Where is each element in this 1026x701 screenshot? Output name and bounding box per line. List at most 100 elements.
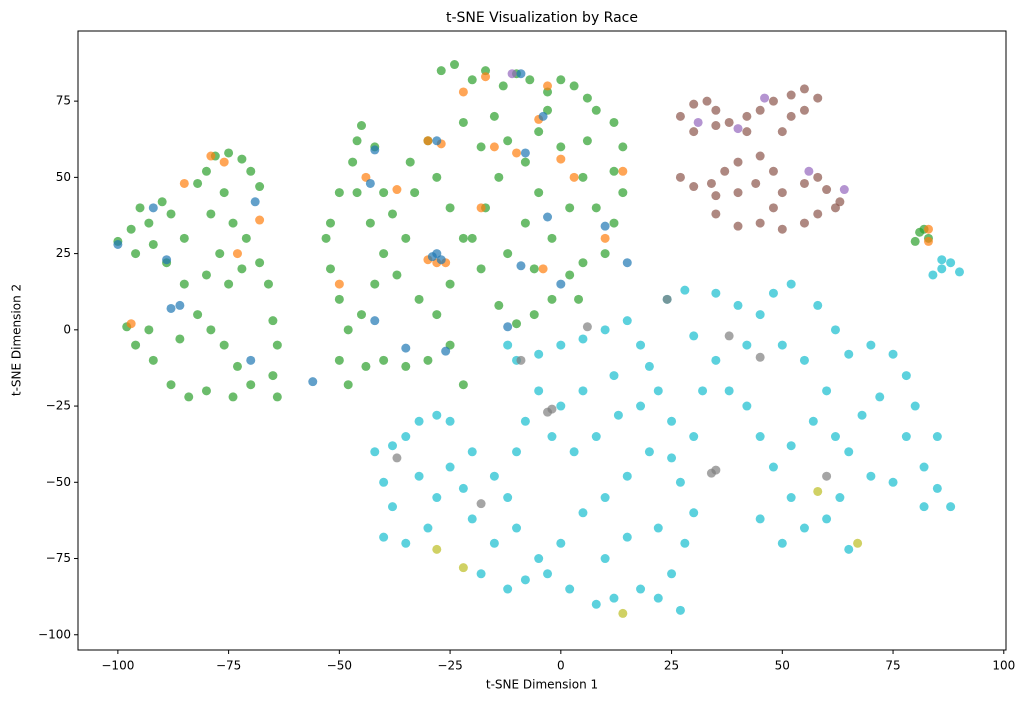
- y-tick-label: −100: [38, 627, 71, 641]
- point: [476, 499, 486, 509]
- point: [441, 346, 451, 356]
- chart-title: t-SNE Visualization by Race: [446, 10, 638, 26]
- point: [565, 270, 575, 280]
- point: [675, 605, 685, 615]
- point: [503, 249, 513, 259]
- point: [507, 69, 517, 79]
- point: [534, 554, 544, 564]
- point: [529, 264, 539, 274]
- point: [219, 340, 229, 350]
- point: [910, 236, 920, 246]
- point: [919, 502, 929, 512]
- point: [388, 441, 398, 451]
- point: [193, 310, 203, 320]
- point: [786, 441, 796, 451]
- point: [777, 188, 787, 198]
- y-tick-label: −25: [46, 399, 71, 413]
- point: [733, 221, 743, 231]
- point: [888, 477, 898, 487]
- point: [582, 136, 592, 146]
- point: [379, 188, 389, 198]
- point: [582, 93, 592, 103]
- point: [379, 477, 389, 487]
- point: [228, 218, 238, 228]
- point: [556, 154, 566, 164]
- point: [675, 111, 685, 121]
- point: [711, 355, 721, 365]
- point: [609, 117, 619, 127]
- point: [135, 203, 145, 213]
- point: [148, 355, 158, 365]
- point: [489, 111, 499, 121]
- point: [733, 188, 743, 198]
- point: [653, 523, 663, 533]
- point: [356, 121, 366, 131]
- point: [436, 66, 446, 76]
- point: [932, 483, 942, 493]
- point: [334, 355, 344, 365]
- point: [786, 493, 796, 503]
- point: [432, 136, 442, 146]
- point: [622, 471, 632, 481]
- point: [693, 117, 703, 127]
- point: [711, 288, 721, 298]
- point: [830, 432, 840, 442]
- y-tick-label: 50: [56, 170, 71, 184]
- point: [512, 523, 522, 533]
- point: [822, 386, 832, 396]
- point: [622, 258, 632, 268]
- point: [711, 209, 721, 219]
- point: [467, 514, 477, 524]
- point: [432, 544, 442, 554]
- point: [494, 172, 504, 182]
- point: [272, 340, 282, 350]
- point: [662, 294, 672, 304]
- point: [777, 127, 787, 137]
- point: [813, 486, 823, 496]
- y-axis-label: t-SNE Dimension 2: [10, 284, 24, 396]
- point: [334, 279, 344, 289]
- point: [432, 410, 442, 420]
- point: [689, 508, 699, 518]
- point: [768, 203, 778, 213]
- point: [613, 410, 623, 420]
- point: [609, 593, 619, 603]
- point: [755, 310, 765, 320]
- point: [219, 188, 229, 198]
- point: [720, 166, 730, 176]
- point: [201, 270, 211, 280]
- point: [467, 447, 477, 457]
- point: [689, 432, 699, 442]
- point: [365, 178, 375, 188]
- point: [901, 432, 911, 442]
- point: [343, 380, 353, 390]
- point: [946, 502, 956, 512]
- point: [516, 355, 526, 365]
- point: [618, 166, 628, 176]
- point: [370, 145, 380, 155]
- point: [901, 371, 911, 381]
- point: [184, 392, 194, 402]
- point: [250, 197, 260, 207]
- point: [667, 416, 677, 426]
- point: [622, 532, 632, 542]
- point: [423, 523, 433, 533]
- point: [543, 212, 553, 222]
- point: [777, 340, 787, 350]
- point: [458, 483, 468, 493]
- point: [799, 218, 809, 228]
- point: [711, 105, 721, 115]
- point: [162, 255, 172, 265]
- point: [308, 377, 318, 387]
- point: [516, 261, 526, 271]
- point: [423, 355, 433, 365]
- point: [600, 221, 610, 231]
- point: [481, 72, 491, 82]
- point: [476, 203, 486, 213]
- point: [547, 233, 557, 243]
- point: [113, 239, 123, 249]
- point: [813, 209, 823, 219]
- point: [591, 432, 601, 442]
- point: [268, 371, 278, 381]
